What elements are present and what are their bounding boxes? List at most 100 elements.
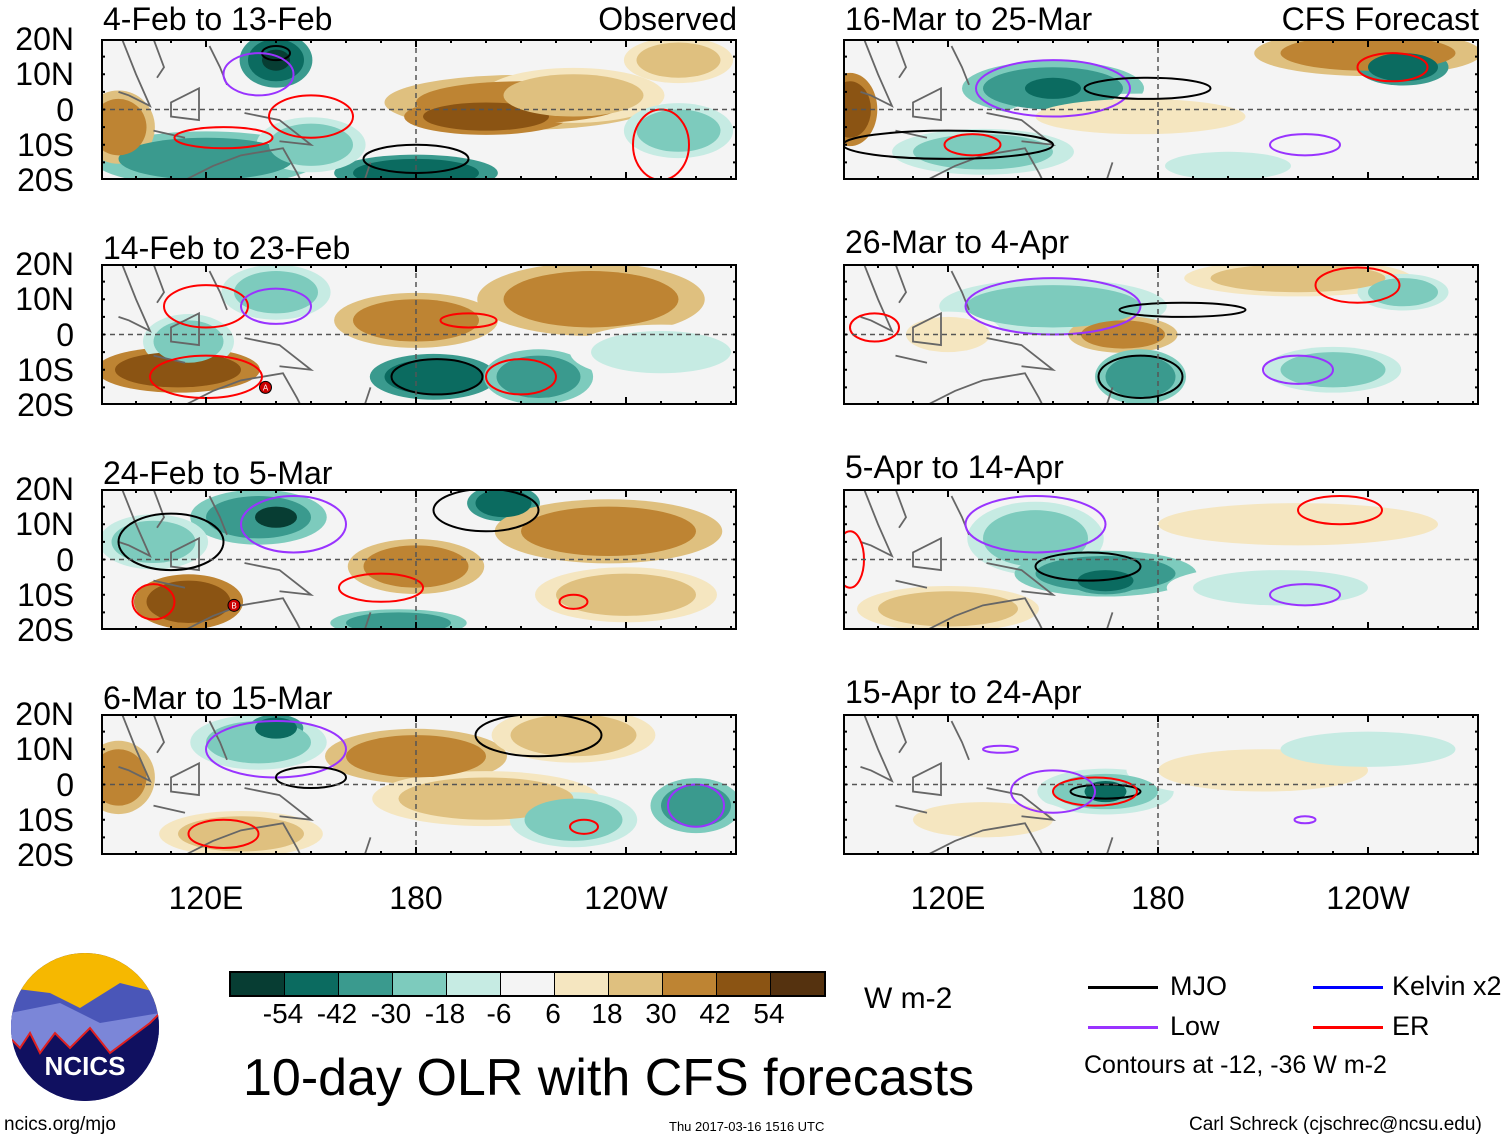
lon-tick-label: 180	[1131, 880, 1185, 916]
olr-anomaly	[101, 749, 147, 806]
lon-tick-label: 180	[389, 880, 443, 916]
legend-label-er: ER	[1392, 1011, 1430, 1041]
coastline	[860, 489, 1114, 630]
wave-contour	[1356, 52, 1429, 83]
olr-anomaly	[363, 545, 469, 588]
coastline	[118, 489, 372, 630]
colorbar-swatch	[555, 973, 609, 995]
wave-contour	[163, 284, 249, 329]
wave-contour	[843, 129, 1054, 160]
wave-contour	[187, 818, 260, 849]
wave-contour	[1097, 354, 1184, 399]
olr-anomaly	[1165, 151, 1291, 180]
legend-swatch-er	[1313, 1026, 1383, 1029]
wave-contour	[1269, 583, 1341, 607]
colorbar-tick-label: -54	[262, 998, 304, 1029]
olr-anomaly	[503, 74, 644, 117]
wave-contour	[117, 512, 225, 572]
storm-marker-label: A	[263, 383, 269, 392]
olr-anomaly	[496, 355, 581, 398]
contours-note: Contours at -12, -36 W m-2	[1084, 1051, 1387, 1079]
legend-swatch-mjo	[1088, 986, 1158, 989]
olr-anomaly	[503, 271, 679, 328]
olr-anomaly	[636, 42, 721, 78]
wave-contour	[222, 52, 295, 97]
colorbar	[229, 971, 826, 997]
olr-anomaly	[1025, 77, 1081, 99]
olr-anomaly	[636, 109, 721, 152]
observed-label: Observed	[598, 1, 737, 37]
wave-contour	[1083, 76, 1212, 100]
panel-frame	[101, 714, 737, 855]
wave-contour	[1293, 815, 1317, 825]
logo-text: NCICS	[45, 1051, 126, 1081]
olr-map-panel	[843, 489, 1479, 630]
coastline	[860, 714, 1114, 855]
lat-tick-label: 10N	[15, 506, 74, 543]
wave-contour	[432, 489, 540, 533]
lat-tick-label: 20N	[15, 471, 74, 507]
wave-contour	[569, 818, 599, 835]
olr-anomaly	[913, 802, 1053, 838]
colorbar-tick-label: 6	[545, 998, 561, 1029]
ncics-logo: NCICS	[11, 953, 159, 1101]
panel-frame	[101, 489, 737, 630]
olr-anomaly	[475, 489, 532, 518]
coastline	[118, 714, 372, 855]
lat-tick-label: 10S	[17, 576, 74, 613]
colorbar-swatch	[285, 973, 339, 995]
olr-map-panel	[843, 39, 1479, 180]
olr-anomaly	[1368, 278, 1438, 307]
olr-anomaly	[398, 777, 574, 820]
olr-anomaly	[965, 285, 1141, 328]
wave-contour	[975, 59, 1131, 118]
colorbar-swatch	[609, 973, 663, 995]
colorbar-tick-label: 18	[591, 998, 623, 1029]
panel-title: 14-Feb to 23-Feb	[103, 230, 351, 266]
lat-tick-label: 20N	[15, 21, 74, 57]
coastline	[860, 264, 1114, 405]
footer-url[interactable]: ncics.org/mjo	[4, 1114, 116, 1135]
legend-swatch-kelvin	[1313, 986, 1383, 989]
olr-anomaly	[661, 784, 731, 827]
footer-timestamp: Thu 2017-03-16 1516 UTC	[669, 1119, 825, 1134]
olr-map-panel	[843, 714, 1479, 855]
olr-anomaly	[1210, 264, 1386, 293]
lon-tick-label: 120W	[584, 880, 668, 916]
colorbar-tick-label: 42	[699, 998, 731, 1029]
olr-anomaly	[234, 271, 318, 314]
olr-anomaly	[556, 573, 696, 616]
olr-anomaly	[1158, 503, 1438, 546]
olr-anomaly	[118, 137, 294, 180]
olr-anomaly	[384, 359, 483, 395]
wave-contour	[131, 583, 176, 621]
olr-map-panel: A	[101, 264, 737, 405]
olr-anomaly	[913, 134, 1053, 170]
wave-contour	[338, 572, 424, 603]
colorbar-swatch	[339, 973, 393, 995]
olr-anomaly	[521, 506, 696, 556]
colorbar-swatch	[447, 973, 501, 995]
colorbar-swatch	[231, 973, 285, 995]
storm-marker-label: B	[231, 601, 236, 610]
olr-anomaly	[146, 580, 231, 623]
olr-anomaly	[878, 591, 1018, 627]
colorbar-tick-label: -18	[424, 998, 466, 1029]
colorbar-swatch	[501, 973, 555, 995]
olr-anomaly	[115, 352, 241, 388]
lat-tick-label: 20N	[15, 696, 74, 732]
wave-contour	[964, 495, 1107, 554]
olr-anomaly	[983, 510, 1088, 567]
wave-contour	[1262, 354, 1334, 385]
olr-anomaly	[346, 735, 486, 778]
colorbar-tick-label: -42	[316, 998, 358, 1029]
panel-frame	[843, 489, 1479, 630]
lon-tick-label: 120W	[1326, 880, 1410, 916]
wave-contour	[275, 765, 347, 790]
panel-title: 15-Apr to 24-Apr	[845, 674, 1082, 710]
lat-tick-label: 0	[56, 91, 74, 128]
wave-contour	[982, 744, 1019, 754]
olr-anomaly	[1105, 355, 1176, 398]
lat-tick-label: 10S	[17, 351, 74, 388]
coastline	[860, 39, 1114, 180]
